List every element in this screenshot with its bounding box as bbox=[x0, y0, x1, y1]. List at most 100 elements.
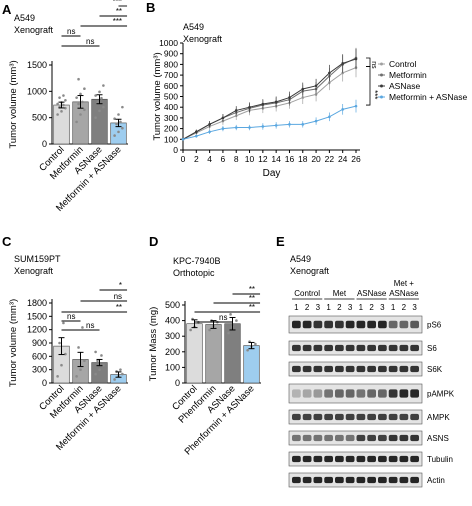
panel-b-title-line-1: A549 bbox=[183, 22, 204, 32]
panel-d-title-line-2: Orthotopic bbox=[173, 268, 215, 278]
e-blot-band bbox=[356, 365, 366, 373]
b-ytick-label: 700 bbox=[164, 70, 178, 80]
e-blot-band bbox=[292, 389, 301, 398]
b-legend-entry: ASNase bbox=[389, 81, 420, 91]
b-data-point bbox=[221, 127, 225, 130]
e-blot-band bbox=[292, 476, 301, 484]
A-data-point bbox=[56, 113, 59, 116]
e-blot-band bbox=[378, 344, 387, 352]
e-blot-strip bbox=[288, 451, 423, 467]
e-blot-label: AMPK bbox=[427, 413, 450, 422]
D-sig-label: ** bbox=[249, 294, 255, 303]
D-bar-3 bbox=[243, 345, 260, 384]
e-blot-strip bbox=[288, 383, 423, 404]
D-data-point bbox=[229, 313, 232, 316]
e-blot-band bbox=[292, 434, 301, 442]
C-data-point bbox=[81, 326, 84, 329]
b-ytick-label: 900 bbox=[164, 49, 178, 59]
b-legend-entry: Control bbox=[389, 59, 417, 69]
A-sig-label: *** bbox=[113, 17, 122, 26]
b-data-point bbox=[261, 102, 265, 106]
e-blot-band bbox=[324, 413, 333, 421]
e-blot-band bbox=[399, 455, 409, 463]
b-ytick-label: 0 bbox=[173, 145, 178, 155]
b-sig-bracket bbox=[366, 57, 371, 67]
b-data-point bbox=[328, 115, 331, 119]
e-lane-number: 2 bbox=[305, 303, 310, 312]
e-blot-strip bbox=[288, 472, 423, 488]
e-blot-band bbox=[388, 344, 398, 352]
e-blot-band bbox=[335, 389, 344, 398]
b-legend-marker bbox=[380, 84, 383, 88]
D-data-point bbox=[254, 342, 257, 346]
A-data-point bbox=[100, 96, 103, 100]
b-data-point bbox=[221, 116, 225, 120]
e-blot-band bbox=[335, 434, 344, 442]
A-data-point bbox=[98, 90, 101, 94]
e-blot-label: Tubulin bbox=[427, 455, 453, 464]
b-xtick-label: 12 bbox=[258, 154, 268, 164]
e-group-label-asnase: ASNase bbox=[357, 289, 387, 298]
e-blot-band bbox=[324, 344, 333, 352]
b-x-axis-label: Day bbox=[263, 168, 281, 179]
b-data-point bbox=[288, 123, 291, 126]
C-data-point bbox=[113, 378, 116, 381]
e-group-label-combo-2: ASNase bbox=[389, 289, 419, 298]
panel-e-title-line-2: Xenograft bbox=[290, 266, 330, 276]
b-series-line-2 bbox=[182, 58, 357, 140]
e-blot-band bbox=[324, 320, 333, 329]
e-lane-number: 3 bbox=[380, 303, 385, 312]
C-data-point bbox=[75, 375, 78, 378]
C-sig-label: ns bbox=[114, 292, 122, 301]
e-blot-strip bbox=[288, 409, 423, 425]
A-data-point bbox=[79, 92, 82, 96]
b-xtick-label: 16 bbox=[285, 154, 295, 164]
e-blot-band bbox=[345, 320, 355, 329]
b-xtick-label: 26 bbox=[351, 154, 361, 164]
A-data-point bbox=[113, 134, 116, 137]
A-data-point bbox=[62, 103, 65, 107]
e-blot-band bbox=[388, 389, 398, 398]
b-data-point bbox=[314, 119, 318, 123]
A-data-point bbox=[83, 108, 86, 112]
D-ytick-label: 400 bbox=[165, 316, 180, 326]
e-blot-band bbox=[388, 476, 398, 484]
A-data-point bbox=[121, 105, 124, 109]
e-blot-band bbox=[345, 389, 355, 398]
C-ytick-label: 1800 bbox=[27, 298, 47, 308]
e-blot-band bbox=[410, 344, 419, 352]
C-data-point bbox=[77, 346, 80, 349]
e-blot-band bbox=[335, 365, 344, 373]
C-data-point bbox=[94, 350, 97, 354]
C-data-point bbox=[94, 372, 97, 376]
e-blot-band bbox=[356, 344, 366, 352]
e-blot-band bbox=[367, 344, 376, 352]
e-blot-band bbox=[313, 413, 323, 421]
e-blot-band bbox=[345, 413, 355, 421]
b-xtick-label: 14 bbox=[271, 154, 281, 164]
e-blot-band bbox=[324, 389, 333, 398]
b-legend-marker bbox=[380, 62, 383, 66]
e-lane-number: 3 bbox=[316, 303, 321, 312]
e-blot-band bbox=[356, 389, 366, 398]
C-data-point bbox=[56, 375, 59, 378]
b-data-point bbox=[301, 87, 305, 91]
A-sig-label: ns bbox=[86, 37, 94, 46]
b-data-point bbox=[354, 57, 358, 61]
e-blot-band bbox=[292, 455, 301, 463]
C-ytick-label: 600 bbox=[32, 351, 47, 361]
C-data-point bbox=[83, 359, 86, 363]
b-series-line-0 bbox=[182, 67, 357, 140]
e-blot-band bbox=[313, 320, 323, 329]
D-data-point bbox=[246, 348, 249, 352]
e-blot-band bbox=[410, 455, 419, 463]
e-blot-band bbox=[324, 476, 333, 484]
A-sig-label: ns bbox=[67, 27, 75, 36]
e-group-label-met: Met bbox=[333, 289, 347, 298]
e-blot-strip bbox=[288, 361, 423, 377]
e-blot-band bbox=[313, 476, 323, 484]
A-data-point bbox=[77, 102, 80, 106]
e-blot-band bbox=[335, 413, 344, 421]
e-blot-band bbox=[378, 365, 387, 373]
b-data-point bbox=[314, 84, 318, 88]
